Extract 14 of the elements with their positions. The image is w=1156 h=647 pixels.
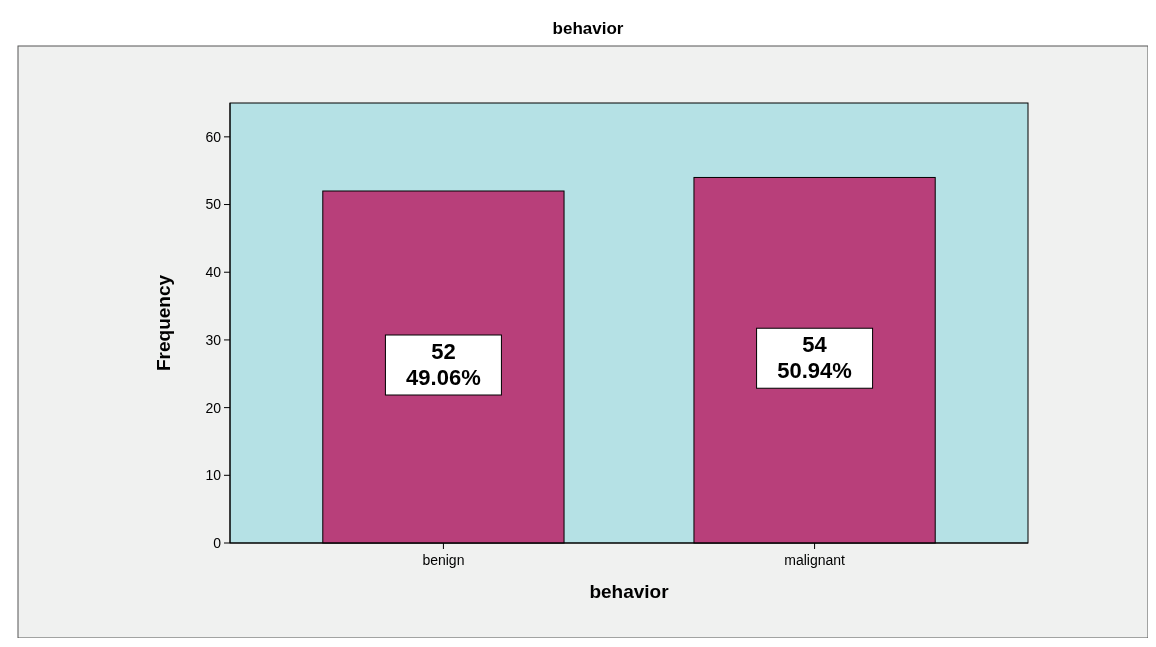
y-tick-label: 30 bbox=[205, 331, 222, 348]
x-tick-label: malignant bbox=[784, 552, 846, 568]
y-axis-title: Frequency bbox=[153, 274, 174, 372]
data-label: 52 49.06% bbox=[406, 339, 481, 390]
x-tick-label: benign bbox=[422, 552, 465, 568]
y-tick-label: 10 bbox=[205, 467, 222, 484]
y-tick-label: 60 bbox=[205, 128, 222, 145]
data-label: 54 50.94% bbox=[777, 332, 852, 384]
y-tick-label: 20 bbox=[205, 399, 222, 416]
chart-title: behavior bbox=[552, 19, 624, 38]
x-axis-title: behavior bbox=[589, 581, 670, 602]
y-tick-label: 50 bbox=[205, 196, 222, 213]
y-tick-label: 0 bbox=[213, 534, 222, 551]
y-tick-label: 40 bbox=[205, 264, 222, 281]
